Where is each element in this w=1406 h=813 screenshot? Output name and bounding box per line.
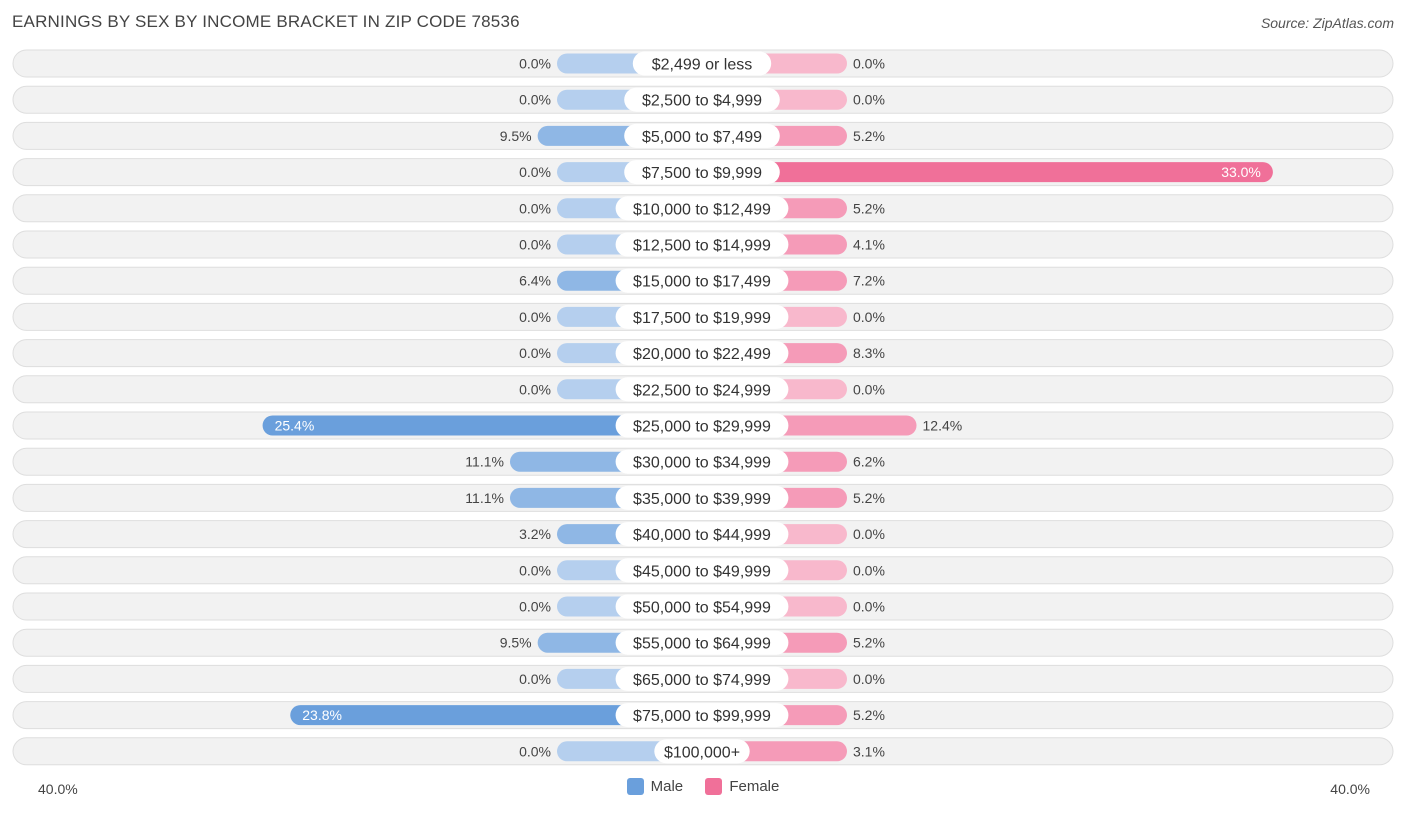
male-value-label: 23.8% xyxy=(302,707,342,723)
legend: Male Female xyxy=(0,778,1406,799)
female-value-label: 0.0% xyxy=(853,562,885,578)
male-value-label: 11.1% xyxy=(465,454,504,470)
category-pill xyxy=(615,594,789,619)
category-pill xyxy=(624,160,780,185)
category-label: $45,000 to $49,999 xyxy=(633,563,771,580)
male-value-label: 0.0% xyxy=(519,671,551,687)
male-value-label: 0.0% xyxy=(519,56,551,72)
category-pill xyxy=(615,630,789,655)
male-swatch xyxy=(626,778,644,795)
category-label: $55,000 to $64,999 xyxy=(633,636,771,653)
female-value-label: 6.2% xyxy=(853,454,885,470)
female-value-label: 0.0% xyxy=(853,56,885,72)
category-label: $40,000 to $44,999 xyxy=(633,527,771,544)
category-pill xyxy=(632,51,772,76)
female-bar xyxy=(702,162,1273,183)
axis-left-label: 40.0% xyxy=(38,781,78,797)
female-value-label: 8.3% xyxy=(853,345,885,361)
category-pill xyxy=(615,558,789,583)
female-value-label: 5.2% xyxy=(853,490,885,506)
male-value-label: 0.0% xyxy=(519,345,551,361)
chart-title: EARNINGS BY SEX BY INCOME BRACKET IN ZIP… xyxy=(12,12,520,31)
category-pill xyxy=(615,304,789,329)
male-value-label: 0.0% xyxy=(519,164,551,180)
category-pill xyxy=(624,87,780,112)
category-pill xyxy=(615,666,789,691)
female-value-label: 4.1% xyxy=(853,237,885,253)
female-value-label: 0.0% xyxy=(853,671,885,687)
category-label: $15,000 to $17,499 xyxy=(633,274,771,291)
male-bar xyxy=(290,705,702,726)
category-pill xyxy=(615,413,789,438)
category-label: $100,000+ xyxy=(664,744,740,761)
legend-item-female: Female xyxy=(705,778,779,795)
male-value-label: 0.0% xyxy=(519,309,551,325)
category-pill xyxy=(615,522,789,547)
female-value-label: 12.4% xyxy=(923,418,963,434)
female-value-label: 5.2% xyxy=(853,128,885,144)
category-label: $20,000 to $22,499 xyxy=(633,346,771,363)
category-label: $50,000 to $54,999 xyxy=(633,600,771,617)
male-value-label: 0.0% xyxy=(519,92,551,108)
female-value-label: 0.0% xyxy=(853,381,885,397)
male-value-label: 11.1% xyxy=(465,490,504,506)
male-value-label: 0.0% xyxy=(519,237,551,253)
male-value-label: 0.0% xyxy=(519,562,551,578)
category-label: $12,500 to $14,999 xyxy=(633,238,771,255)
male-value-label: 0.0% xyxy=(519,381,551,397)
source-label: Source: ZipAtlas.com xyxy=(1260,15,1394,31)
male-value-label: 3.2% xyxy=(519,526,551,542)
category-pill xyxy=(654,739,750,764)
category-label: $22,500 to $24,999 xyxy=(633,382,771,399)
legend-label-male: Male xyxy=(650,778,684,795)
female-value-label: 3.1% xyxy=(853,743,885,759)
female-value-label: 33.0% xyxy=(1221,164,1261,180)
male-value-label: 0.0% xyxy=(519,599,551,615)
female-value-label: 5.2% xyxy=(853,635,885,651)
category-pill xyxy=(615,268,789,293)
male-value-label: 25.4% xyxy=(275,418,315,434)
male-value-label: 9.5% xyxy=(500,635,532,651)
female-value-label: 7.2% xyxy=(853,273,885,289)
category-label: $25,000 to $29,999 xyxy=(633,419,771,436)
male-value-label: 0.0% xyxy=(519,200,551,216)
legend-item-male: Male xyxy=(626,778,684,795)
category-label: $65,000 to $74,999 xyxy=(633,672,771,689)
category-label: $7,500 to $9,999 xyxy=(642,165,762,182)
category-label: $2,500 to $4,999 xyxy=(642,93,762,110)
female-value-label: 0.0% xyxy=(853,309,885,325)
female-value-label: 0.0% xyxy=(853,526,885,542)
axis-right-label: 40.0% xyxy=(1330,781,1370,797)
category-label: $2,499 or less xyxy=(652,57,753,74)
female-value-label: 5.2% xyxy=(853,200,885,216)
category-label: $75,000 to $99,999 xyxy=(633,708,771,725)
category-label: $30,000 to $34,999 xyxy=(633,455,771,472)
category-label: $35,000 to $39,999 xyxy=(633,491,771,508)
female-value-label: 0.0% xyxy=(853,599,885,615)
category-label: $10,000 to $12,499 xyxy=(633,201,771,218)
category-pill xyxy=(615,196,789,221)
category-label: $5,000 to $7,499 xyxy=(642,129,762,146)
female-swatch xyxy=(705,778,723,795)
male-bar xyxy=(262,415,702,436)
male-value-label: 6.4% xyxy=(519,273,551,289)
legend-label-female: Female xyxy=(729,778,780,795)
female-value-label: 5.2% xyxy=(853,707,885,723)
category-pill xyxy=(624,123,780,148)
male-value-label: 9.5% xyxy=(500,128,532,144)
category-pill xyxy=(615,232,789,257)
male-value-label: 0.0% xyxy=(519,743,551,759)
category-pill xyxy=(615,341,789,366)
category-pill xyxy=(615,449,789,474)
category-pill xyxy=(615,377,789,402)
female-value-label: 0.0% xyxy=(853,92,885,108)
category-pill xyxy=(615,703,789,728)
category-pill xyxy=(615,485,789,510)
category-label: $17,500 to $19,999 xyxy=(633,310,771,327)
